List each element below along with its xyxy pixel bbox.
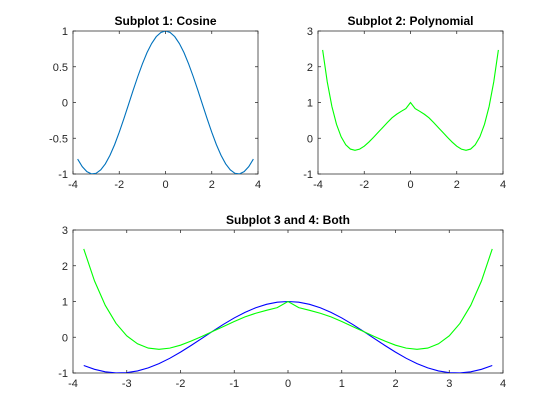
subplot-1-cosine: Subplot 1: Cosine -4 -2 0 2 4 -1 -0.5 0 0.5 1 — [49, 14, 261, 191]
y-tick-label: -0.5 — [49, 133, 68, 145]
y-tick-label: 0 — [62, 98, 68, 110]
x-tick-label: 0 — [285, 378, 291, 390]
y-tick-label: 3 — [307, 26, 313, 38]
x-tick-label: -4 — [68, 378, 78, 390]
x-tick-label: -3 — [122, 378, 132, 390]
y-tick-label: 2 — [62, 261, 68, 273]
y-tick-label: 1 — [62, 26, 68, 38]
x-tick-label: -2 — [114, 179, 124, 191]
subplot-2-series-1-line — [322, 49, 499, 151]
subplot-2-plot: -4 -2 0 2 4 -1 0 1 2 3 — [303, 26, 506, 191]
x-tick-label: 4 — [500, 378, 506, 390]
subplot-3-title: Subplot 3 and 4: Both — [226, 213, 350, 227]
x-tick-label: -2 — [359, 179, 369, 191]
y-tick-label: -1 — [58, 368, 68, 380]
subplot-1-plot: -4 -2 0 2 4 -1 -0.5 0 0.5 1 — [49, 26, 261, 191]
y-tick-label: 1 — [62, 297, 68, 309]
x-tick-label: 0 — [162, 179, 168, 191]
y-tick-label: 2 — [307, 62, 313, 74]
x-tick-label: -4 — [68, 179, 78, 191]
x-tick-label: 3 — [446, 378, 452, 390]
x-tick-label: 2 — [209, 179, 215, 191]
y-tick-label: 3 — [62, 225, 68, 237]
subplot-2-title: Subplot 2: Polynomial — [347, 14, 473, 28]
x-tick-label: -1 — [229, 378, 239, 390]
x-tick-label: -4 — [313, 179, 323, 191]
subplot-2-polynomial: Subplot 2: Polynomial -4 -2 0 2 4 -1 0 1 2 3 — [303, 14, 506, 191]
subplot-1-title: Subplot 1: Cosine — [115, 14, 217, 28]
subplot-3-plot: -4 -3 -2 -1 0 1 2 3 4 -1 0 1 2 3 — [58, 225, 506, 390]
y-tick-label: 1 — [307, 98, 313, 110]
subplot-3-both: Subplot 3 and 4: Both -4 -3 -2 -1 0 1 2 3 4 -1 0 1 2… — [58, 213, 506, 390]
axes-box-1 — [72, 30, 259, 175]
x-tick-label: 4 — [255, 179, 261, 191]
subplot-3-series-2-line — [83, 248, 493, 350]
x-tick-label: 0 — [407, 179, 413, 191]
y-tick-label: 0.5 — [53, 62, 68, 74]
y-tick-label: -1 — [58, 169, 68, 181]
x-tick-label: 2 — [454, 179, 460, 191]
y-tick-label: -1 — [303, 169, 313, 181]
y-tick-label: 0 — [307, 133, 313, 145]
x-tick-label: -2 — [176, 378, 186, 390]
x-tick-label: 2 — [392, 378, 398, 390]
subplot-1-series-1-line — [77, 31, 254, 174]
x-tick-label: 1 — [339, 378, 345, 390]
y-tick-label: 0 — [62, 332, 68, 344]
x-tick-label: 4 — [500, 179, 506, 191]
